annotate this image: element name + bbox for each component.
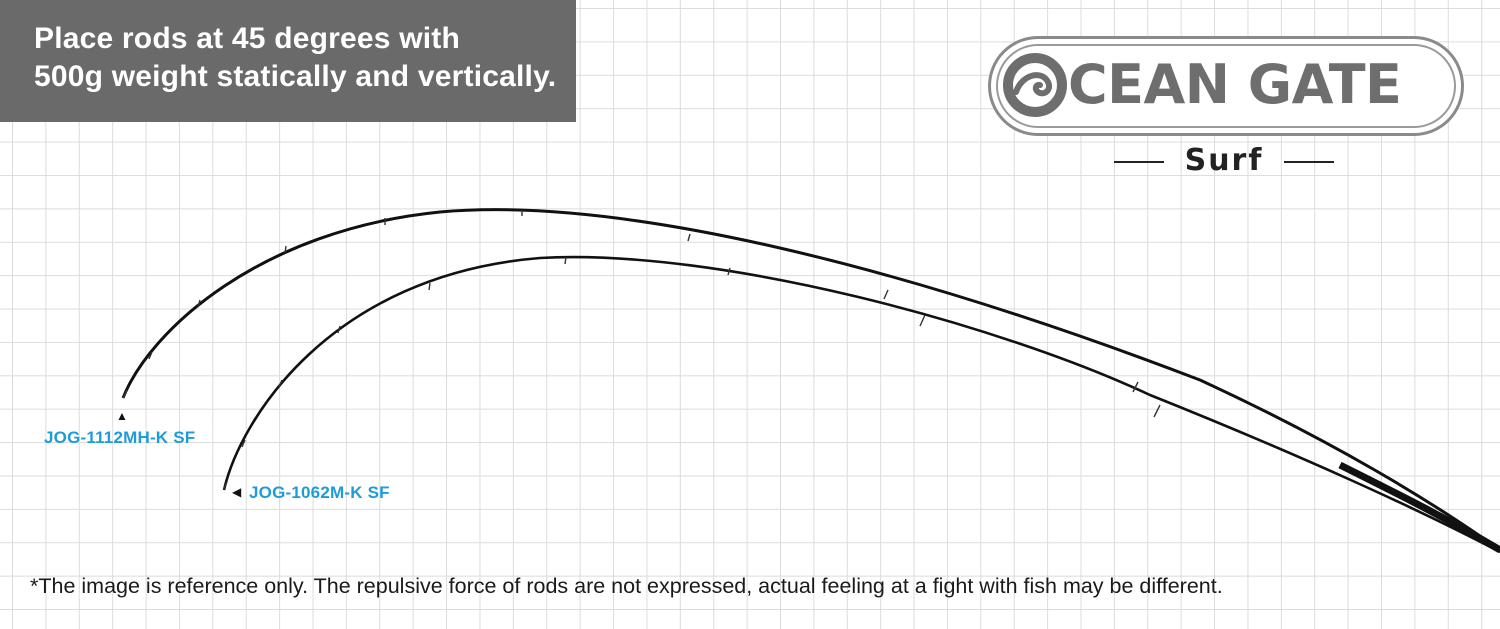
logo-inner-frame xyxy=(996,44,1456,128)
rod-butt-section xyxy=(1338,461,1500,554)
instruction-line-2: 500g weight statically and vertically. xyxy=(34,60,557,93)
rod-label-jog-1062m: JOG-1062M-K SF xyxy=(249,483,390,502)
sub-brand-dash-left xyxy=(1114,161,1164,163)
instruction-banner: Place rods at 45 degrees with 500g weigh… xyxy=(0,0,576,122)
rod-guides-jog-1112mh xyxy=(122,210,1139,399)
sub-brand: Surf xyxy=(1112,142,1336,182)
tip-marker-jog-1112mh: ▲ xyxy=(116,409,128,423)
tip-marker-jog-1062m: ◀ xyxy=(232,485,242,499)
rod-guides-jog-1062m xyxy=(223,256,1161,490)
sub-brand-dash-right xyxy=(1284,161,1334,163)
instruction-line-1: Place rods at 45 degrees with xyxy=(34,22,460,55)
logo-outer-frame xyxy=(988,36,1464,136)
disclaimer-footnote: *The image is reference only. The repuls… xyxy=(30,574,1223,598)
ocean-wave-o-icon xyxy=(1003,53,1067,117)
rod-curve-jog-1062m xyxy=(222,255,1500,554)
rod-curve-jog-1112mh xyxy=(121,208,1500,552)
ocean-gate-logo: CEAN GATE xyxy=(988,36,1464,136)
sub-brand-label: Surf xyxy=(1184,143,1264,178)
rod-label-jog-1112mh: JOG-1112MH-K SF xyxy=(44,428,196,447)
logo-wordmark: CEAN GATE xyxy=(1068,53,1402,116)
